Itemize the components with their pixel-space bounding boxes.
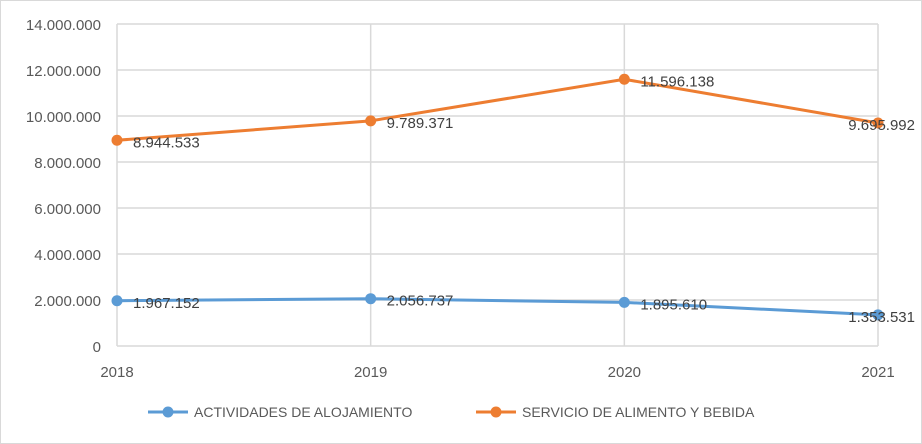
y-tick-label: 12.000.000 bbox=[26, 63, 101, 80]
x-tick-label: 2020 bbox=[608, 364, 641, 381]
data-label: 1.895.610 bbox=[640, 296, 707, 313]
data-label: 2.056.737 bbox=[387, 293, 454, 310]
data-label: 9.789.371 bbox=[387, 115, 454, 132]
data-point bbox=[365, 293, 377, 305]
y-tick-label: 10.000.000 bbox=[26, 109, 101, 126]
data-point bbox=[618, 296, 630, 308]
data-point bbox=[111, 134, 123, 146]
data-point bbox=[872, 117, 884, 129]
data-label: 9.695.992 bbox=[848, 117, 915, 134]
data-point bbox=[111, 295, 123, 307]
data-label: 1.353.531 bbox=[848, 309, 915, 326]
y-tick-label: 14.000.000 bbox=[26, 17, 101, 34]
y-tick-label: 6.000.000 bbox=[34, 201, 101, 218]
y-tick-label: 4.000.000 bbox=[34, 247, 101, 264]
data-label: 8.944.533 bbox=[133, 134, 200, 151]
x-tick-label: 2018 bbox=[100, 364, 133, 381]
data-point bbox=[365, 115, 377, 127]
legend-marker bbox=[162, 406, 174, 418]
y-tick-label: 0 bbox=[93, 339, 101, 356]
y-tick-label: 2.000.000 bbox=[34, 293, 101, 310]
series-line bbox=[116, 297, 879, 317]
x-tick-label: 2021 bbox=[861, 364, 894, 381]
series-line bbox=[116, 77, 879, 142]
legend-label: ACTIVIDADES DE ALOJAMIENTO bbox=[194, 404, 412, 420]
data-point bbox=[872, 309, 884, 321]
data-point bbox=[618, 73, 630, 85]
y-tick-label: 8.000.000 bbox=[34, 155, 101, 172]
legend-marker bbox=[490, 406, 502, 418]
x-tick-label: 2019 bbox=[354, 364, 387, 381]
data-label: 1.967.152 bbox=[133, 295, 200, 312]
legend-label: SERVICIO DE ALIMENTO Y BEBIDA bbox=[522, 404, 755, 420]
data-label: 11.596.138 bbox=[640, 73, 714, 90]
